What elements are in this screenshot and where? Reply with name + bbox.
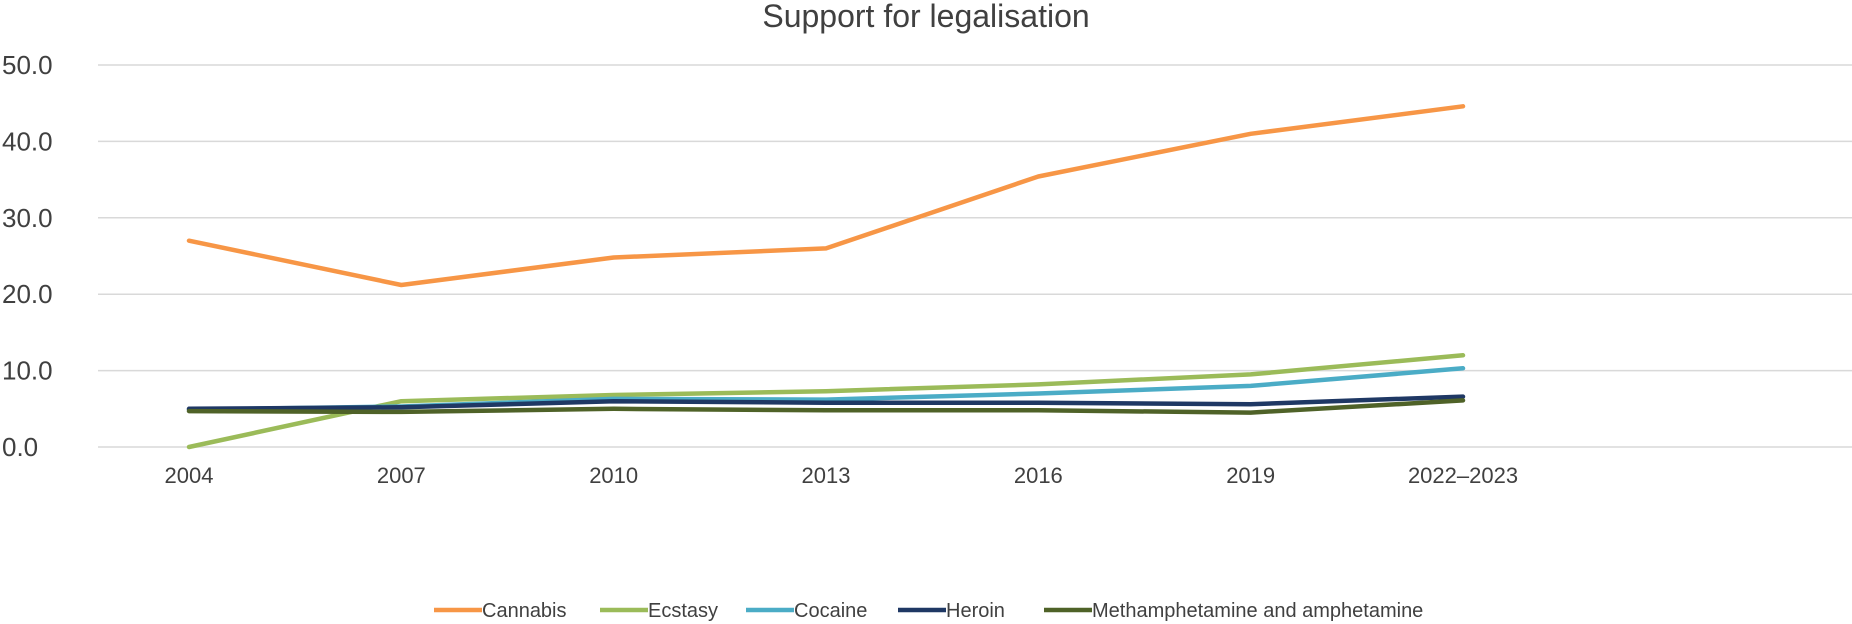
series-line-methamphetamine-and-amphetamine (186, 398, 1466, 415)
y-tick-label: 30.0 (2, 203, 53, 233)
y-tick-label: 50.0 (2, 50, 53, 80)
x-tick-label: 2013 (802, 463, 851, 488)
legend-label: Ecstasy (648, 600, 718, 622)
y-tick-label: 20.0 (2, 279, 53, 309)
legend-label: Heroin (946, 600, 1005, 622)
y-tick-label: 10.0 (2, 356, 53, 386)
legend-label: Cocaine (794, 600, 867, 622)
x-tick-label: 2022–2023 (1408, 463, 1518, 488)
series-line-ecstasy (186, 353, 1466, 450)
legend-label: Cannabis (482, 600, 567, 622)
legend-label: Methamphetamine and amphetamine (1092, 600, 1423, 622)
x-tick-label: 2010 (589, 463, 638, 488)
legend: Cannabis Ecstasy Cocaine Heroin Methamphetam… (434, 600, 1423, 622)
y-tick-label: 0.0 (2, 432, 38, 462)
y-tick-label: 40.0 (2, 126, 53, 156)
y-axis: 0.0 10.0 20.0 30.0 40.0 50.0 (2, 50, 53, 462)
x-axis: 2004 2007 2010 2013 2016 2019 2022–2023 (165, 463, 1519, 488)
series-lines (186, 104, 1466, 450)
x-tick-label: 2004 (165, 463, 214, 488)
grid-lines (98, 64, 1852, 448)
x-tick-label: 2007 (377, 463, 426, 488)
x-tick-label: 2016 (1014, 463, 1063, 488)
chart-title: Support for legalisation (762, 0, 1089, 34)
series-line-heroin (186, 394, 1466, 412)
series-line-cannabis (186, 104, 1466, 288)
x-tick-label: 2019 (1226, 463, 1275, 488)
